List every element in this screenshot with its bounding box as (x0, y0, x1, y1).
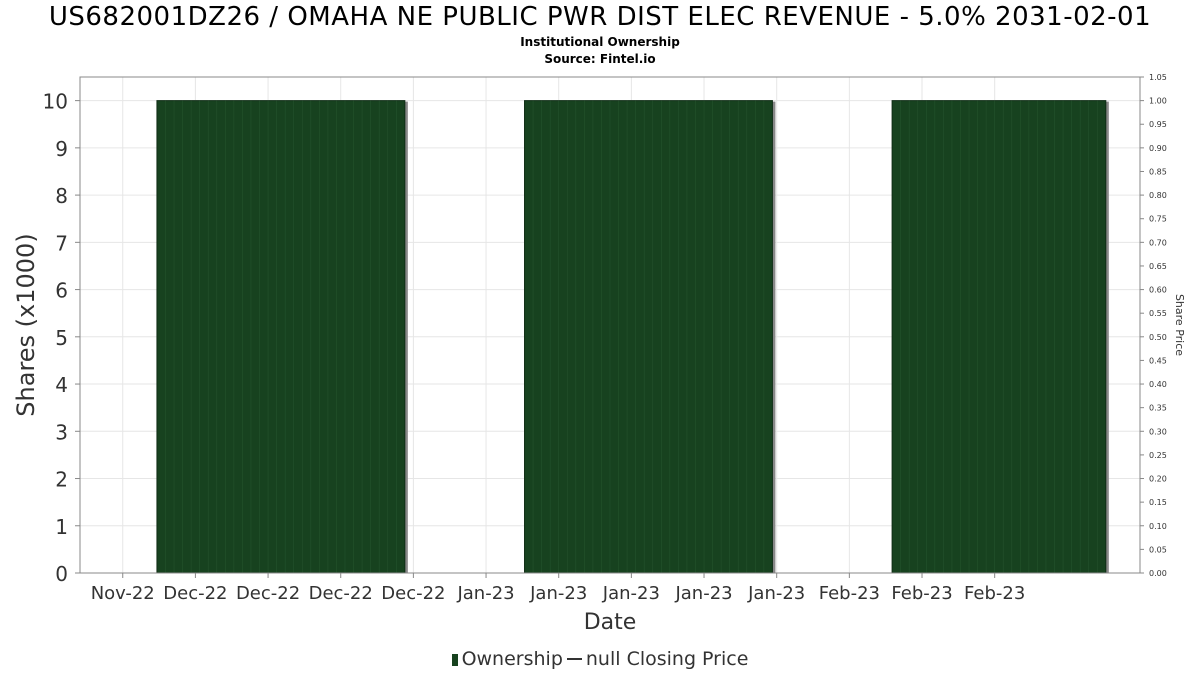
y2-tick-label: 0.80 (1149, 191, 1167, 200)
y2-tick-label: 0.10 (1149, 522, 1167, 531)
y-tick-label: 4 (55, 373, 68, 397)
x-tick-label: Jan-23 (674, 583, 732, 604)
x-tick-label: Dec-22 (309, 583, 373, 604)
bar-shadow (1105, 101, 1109, 573)
y-tick-label: 5 (55, 326, 68, 350)
ownership-bar (156, 100, 406, 574)
y-axis: 0 1 2 3 4 5 6 7 8 9 10 (43, 90, 80, 586)
x-tick-label: Dec-22 (163, 583, 227, 604)
x-tick-label: Jan-23 (456, 583, 514, 604)
y2-tick-label: 0.30 (1149, 427, 1167, 436)
legend: Ownership null Closing Price (0, 648, 1200, 670)
x-tick-label: Feb-23 (819, 583, 880, 604)
x-axis-label: Date (584, 610, 637, 635)
y-tick-label: 10 (43, 90, 68, 114)
legend-price-label: null Closing Price (585, 648, 749, 670)
y2-tick-label: 1.05 (1149, 73, 1167, 82)
y2-tick-label: 0.90 (1149, 144, 1167, 153)
x-tick-label: Jan-23 (529, 583, 587, 604)
chart-source: Source: Fintel.io (544, 52, 656, 66)
y2-tick-label: 0.35 (1149, 404, 1167, 413)
legend-ownership-swatch (451, 654, 458, 666)
y-tick-label: 7 (55, 231, 68, 255)
chart-title: US682001DZ26 / OMAHA NE PUBLIC PWR DIST … (48, 2, 1152, 32)
y-tick-label: 0 (55, 562, 68, 586)
y2-tick-label: 0.55 (1149, 309, 1167, 318)
y-tick-label: 2 (55, 468, 68, 492)
ownership-bar (891, 100, 1107, 574)
x-axis: Nov-22 Dec-22 Dec-22 Dec-22 Dec-22 Jan-23 Jan-… (91, 573, 1025, 604)
y2-axis: 0.00 0.05 0.10 0.15 0.20 0.25 0.30 0.35 0.40 0.45… (1140, 73, 1167, 578)
y2-tick-label: 0.15 (1149, 498, 1167, 507)
bar-shadow (772, 101, 776, 573)
y-axis-label: Shares (x1000) (12, 233, 40, 416)
x-tick-label: Feb-23 (891, 583, 952, 604)
y2-tick-label: 0.50 (1149, 333, 1167, 342)
bars (156, 100, 1109, 574)
y2-tick-label: 0.60 (1149, 286, 1167, 295)
y2-tick-label: 0.45 (1149, 356, 1167, 365)
y2-axis-label: Share Price (1173, 294, 1186, 356)
x-tick-label: Feb-23 (964, 583, 1025, 604)
y2-tick-label: 0.00 (1149, 569, 1167, 578)
y-tick-label: 9 (55, 137, 68, 161)
y-tick-label: 3 (55, 420, 68, 444)
chart-subtitle: Institutional Ownership (520, 35, 680, 49)
y-tick-label: 8 (55, 184, 68, 208)
x-tick-label: Jan-23 (602, 583, 660, 604)
y2-tick-label: 0.75 (1149, 215, 1167, 224)
y-tick-label: 6 (55, 279, 68, 303)
legend-price-line (566, 658, 582, 660)
y2-tick-label: 0.95 (1149, 120, 1167, 129)
y2-tick-label: 0.25 (1149, 451, 1167, 460)
x-tick-label: Nov-22 (91, 583, 155, 604)
y2-tick-label: 0.65 (1149, 262, 1167, 271)
ownership-bar (524, 100, 773, 574)
y2-tick-label: 0.70 (1149, 238, 1167, 247)
bar-shadow (404, 101, 408, 573)
y2-tick-label: 0.20 (1149, 475, 1167, 484)
y2-tick-label: 0.40 (1149, 380, 1167, 389)
y-tick-label: 1 (55, 515, 68, 539)
plot-border (79, 76, 1141, 574)
y2-tick-label: 0.85 (1149, 167, 1167, 176)
x-tick-label: Dec-22 (381, 583, 445, 604)
y2-tick-label: 1.00 (1149, 97, 1167, 106)
y2-tick-label: 0.05 (1149, 545, 1167, 554)
legend-ownership-label: Ownership (461, 648, 563, 670)
x-tick-label: Jan-23 (747, 583, 805, 604)
x-tick-label: Dec-22 (236, 583, 300, 604)
